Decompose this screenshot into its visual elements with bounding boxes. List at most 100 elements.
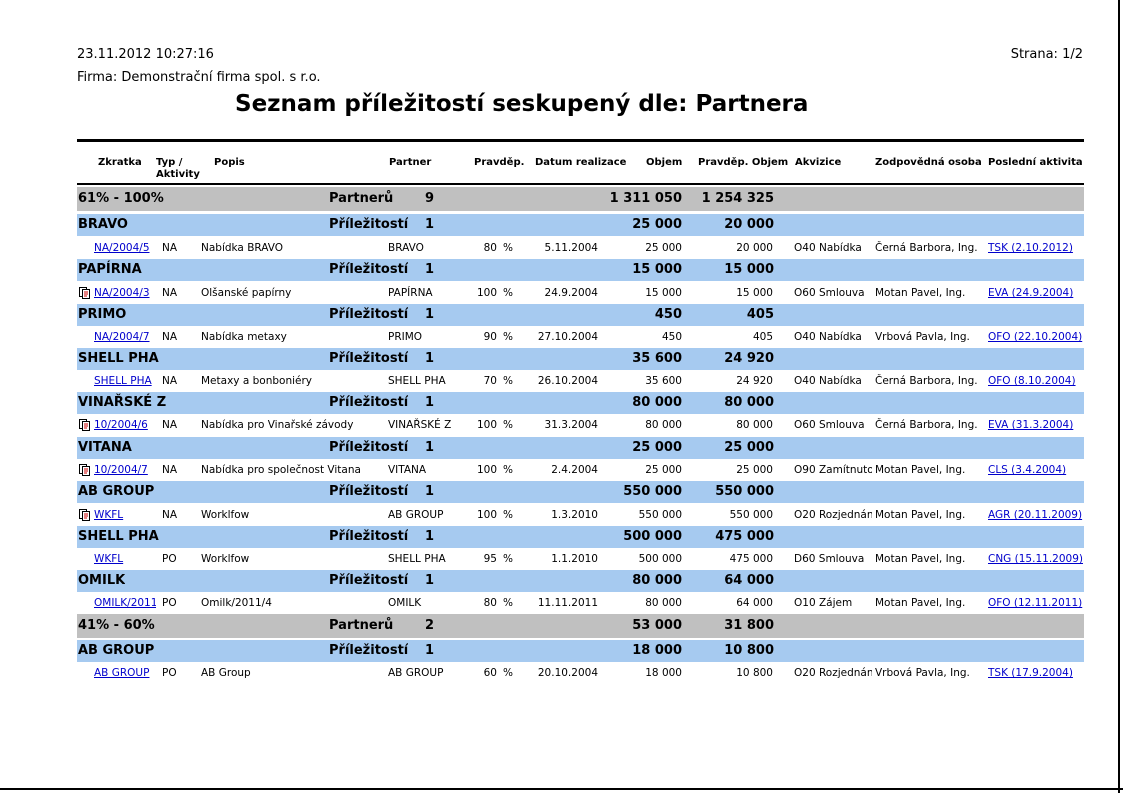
partner-group-row: AB GROUP Příležitostí 1 550 000 550 000	[77, 481, 1084, 503]
acquisition-stage: O40 Nabídka	[794, 242, 862, 254]
last-activity-link[interactable]: OFO (8.10.2004)	[988, 375, 1076, 387]
last-activity-link[interactable]: CNG (15.11.2009)	[988, 553, 1083, 565]
responsible-person: Černá Barbora, Ing.	[875, 242, 978, 254]
acquisition-stage: O10 Zájem	[794, 597, 853, 609]
volume: 18 000	[645, 667, 682, 679]
group-objem: 35 600	[632, 351, 682, 366]
col-head-typ: Typ / Aktivity	[156, 157, 200, 181]
last-activity-link[interactable]: CLS (3.4.2004)	[988, 464, 1067, 476]
activity-type: NA	[162, 242, 178, 254]
volume: 550 000	[638, 509, 682, 521]
group-label: BRAVO	[78, 217, 128, 232]
document-icon	[79, 419, 90, 431]
group-count-label: Příležitostí	[329, 643, 409, 658]
last-activity-link[interactable]: OFO (12.11.2011)	[988, 597, 1083, 609]
table-row: OMILK/2011/4 PO Omilk/2011/4 OMILK 80% 11.11.…	[77, 592, 1084, 614]
volume: 80 000	[645, 597, 682, 609]
opportunity-link[interactable]: WKFL	[94, 553, 124, 565]
acquisition-stage: O40 Nabídka	[794, 375, 862, 387]
col-head-typ-line2: Aktivity	[156, 169, 200, 180]
responsible-person: Vrbová Pavla, Ing.	[875, 667, 970, 679]
partner-group-row: VITANA Příležitostí 1 25 000 25 000	[77, 437, 1084, 459]
table-row: 10/2004/6 NA Nabídka pro Vinařské závody VI…	[77, 414, 1084, 436]
group-pravdep-objem: 15 000	[724, 262, 774, 277]
partner-name: PAPÍRNA	[388, 287, 433, 299]
partner-name: PRIMO	[388, 331, 423, 343]
table-row: WKFL NA Worklfow AB GROUP 100% 1.3.2010 550 00…	[77, 504, 1084, 526]
group-pravdep-objem: 31 800	[724, 618, 774, 633]
description: Nabídka metaxy	[201, 331, 287, 343]
opportunity-link[interactable]: AB GROUP	[94, 667, 150, 679]
probability-value: 60	[483, 667, 497, 679]
partner-group-row: VINAŘSKÉ Z Příležitostí 1 80 000 80 000	[77, 392, 1084, 414]
group-count: 2	[425, 618, 435, 633]
realization-date: 5.11.2004	[544, 242, 598, 254]
probable-volume: 25 000	[736, 464, 773, 476]
acquisition-stage: D60 Smlouva	[794, 553, 865, 565]
description: Olšanské papírny	[201, 287, 292, 299]
partner-name: AB GROUP	[388, 667, 444, 679]
col-head-zkratka: Zkratka	[98, 157, 142, 168]
group-label: VITANA	[78, 440, 132, 455]
opportunity-link[interactable]: NA/2004/7	[94, 331, 150, 343]
realization-date: 31.3.2004	[544, 419, 598, 431]
last-activity-link[interactable]: AGR (20.11.2009)	[988, 509, 1083, 521]
probability-value: 80	[483, 597, 497, 609]
responsible-person: Motan Pavel, Ing.	[875, 509, 966, 521]
group-objem: 18 000	[632, 643, 682, 658]
probability-unit: %	[503, 419, 513, 431]
opportunity-link[interactable]: SHELL PHA	[94, 375, 152, 387]
print-date-time: 23.11.2012 10:27:16	[77, 47, 214, 62]
group-pravdep-objem: 10 800	[724, 643, 774, 658]
probable-volume: 405	[752, 331, 773, 343]
probable-volume: 80 000	[736, 419, 773, 431]
group-pravdep-objem: 80 000	[724, 395, 774, 410]
last-activity-link[interactable]: TSK (17.9.2004)	[988, 667, 1073, 679]
group-label: SHELL PHA	[78, 351, 159, 366]
group-count: 9	[425, 191, 435, 206]
probability-unit: %	[503, 375, 513, 387]
opportunity-link[interactable]: 10/2004/7	[94, 464, 148, 476]
last-activity-link[interactable]: TSK (2.10.2012)	[988, 242, 1073, 254]
opportunity-link[interactable]: WKFL	[94, 509, 124, 521]
partner-name: BRAVO	[388, 242, 424, 254]
probable-volume: 20 000	[736, 242, 773, 254]
group-pravdep-objem: 550 000	[715, 484, 774, 499]
group-label: AB GROUP	[78, 484, 155, 499]
probable-volume: 64 000	[736, 597, 773, 609]
last-activity-link[interactable]: EVA (24.9.2004)	[988, 287, 1074, 299]
last-activity-link[interactable]: OFO (22.10.2004)	[988, 331, 1083, 343]
table-row: NA/2004/7 NA Nabídka metaxy PRIMO 90% 27.10.2…	[77, 326, 1084, 348]
document-icon	[79, 464, 90, 476]
last-activity-link[interactable]: EVA (31.3.2004)	[988, 419, 1074, 431]
group-count-label: Příležitostí	[329, 573, 409, 588]
probable-volume: 15 000	[736, 287, 773, 299]
volume: 80 000	[645, 419, 682, 431]
table-row: SHELL PHA NA Metaxy a bonboniéry SHELL PHA 7…	[77, 370, 1084, 392]
probability-unit: %	[503, 667, 513, 679]
group-count-label: Příležitostí	[329, 395, 409, 410]
group-objem: 25 000	[632, 217, 682, 232]
opportunity-link[interactable]: NA/2004/5	[94, 242, 150, 254]
group-count-label: Příležitostí	[329, 351, 409, 366]
realization-date: 2.4.2004	[551, 464, 598, 476]
partner-name: OMILK	[388, 597, 422, 609]
volume: 35 600	[645, 375, 682, 387]
document-icon	[79, 287, 90, 299]
group-count: 1	[425, 484, 435, 499]
activity-type: NA	[162, 509, 178, 521]
group-pravdep-objem: 475 000	[715, 529, 774, 544]
activity-type: PO	[162, 553, 177, 565]
group-objem: 80 000	[632, 395, 682, 410]
group-count: 1	[425, 395, 435, 410]
header-rule-top	[77, 139, 1084, 142]
responsible-person: Motan Pavel, Ing.	[875, 287, 966, 299]
opportunity-link[interactable]: 10/2004/6	[94, 419, 148, 431]
col-head-akvizice: Akvizice	[795, 157, 842, 168]
activity-type: NA	[162, 287, 178, 299]
opportunity-link[interactable]: NA/2004/3	[94, 287, 150, 299]
group-objem: 1 311 050	[609, 191, 682, 206]
group-pravdep-objem: 25 000	[724, 440, 774, 455]
opportunity-link[interactable]: OMILK/2011/4	[94, 597, 156, 609]
description: Nabídka pro společnost Vitana	[201, 464, 361, 476]
